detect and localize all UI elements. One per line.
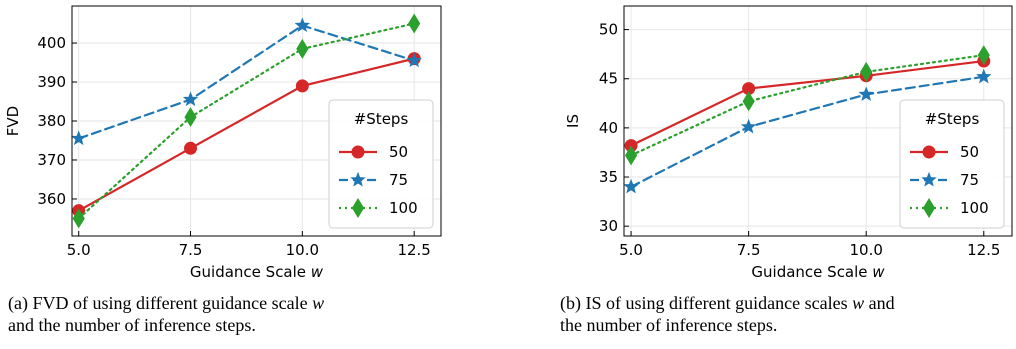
series-line-50 bbox=[629, 59, 985, 147]
caption-a-text: FVD of using different guidance scale bbox=[32, 293, 308, 313]
caption-a: (a) FVD of using different guidance scal… bbox=[8, 292, 324, 336]
series-100 bbox=[72, 13, 421, 229]
x-axis-label: Guidance Scale w bbox=[190, 263, 324, 281]
point-75-1 bbox=[740, 118, 757, 134]
point-75-3 bbox=[976, 68, 992, 84]
x-tick-label-3: 12.5 bbox=[397, 241, 430, 259]
x-tick-label-3: 12.5 bbox=[967, 241, 1000, 259]
legend: #Steps 50 75 100 bbox=[899, 99, 1005, 229]
point-100-2 bbox=[296, 38, 309, 59]
legend-label-100: 100 bbox=[960, 199, 989, 217]
plot-frame bbox=[71, 5, 442, 237]
series-75 bbox=[623, 68, 992, 194]
x-tick-label-0: 5.0 bbox=[67, 241, 91, 259]
point-50-2 bbox=[295, 79, 309, 93]
legend-marker-75 bbox=[921, 171, 937, 187]
legend-marker-50 bbox=[922, 145, 936, 159]
y-tick-label-0: 360 bbox=[37, 190, 66, 208]
series-75 bbox=[70, 17, 422, 146]
y-tick-label-2: 40 bbox=[599, 119, 618, 137]
legend-label-75: 75 bbox=[389, 171, 408, 189]
point-100-3 bbox=[977, 45, 990, 66]
point-100-1 bbox=[742, 91, 755, 112]
point-75-3 bbox=[406, 52, 422, 68]
caption-a-var: w bbox=[312, 293, 325, 313]
y-tick-label-4: 400 bbox=[37, 34, 66, 52]
point-75-2 bbox=[858, 86, 874, 102]
point-75-0 bbox=[623, 178, 639, 194]
y-axis-label: FVD bbox=[4, 106, 22, 136]
caption-b-tail: and bbox=[868, 293, 895, 313]
x-tick-label-2: 10.0 bbox=[286, 241, 319, 259]
series-100 bbox=[624, 45, 990, 166]
point-100-3 bbox=[408, 13, 421, 34]
x-tick-label-1: 7.5 bbox=[179, 241, 203, 259]
legend-title: #Steps bbox=[354, 110, 409, 128]
chart-fvd: 360 370 380 390 400 5.0 7.5 10.0 12.5 Guidance Sc… bbox=[4, 5, 442, 281]
legend-marker-50 bbox=[351, 145, 365, 159]
y-tick-label-4: 50 bbox=[599, 21, 618, 39]
caption-b-text: IS of using different guidance scales bbox=[585, 293, 848, 313]
legend-title: #Steps bbox=[925, 110, 980, 128]
chart-is: 30 35 40 45 50 5.0 7.5 10.0 12.5 Guidance Scale w… bbox=[564, 5, 1013, 281]
y-tick-label-3: 45 bbox=[599, 70, 618, 88]
caption-b-line2: the number of inference steps. bbox=[560, 315, 778, 335]
series-line-75 bbox=[77, 24, 416, 140]
legend-marker-75 bbox=[350, 171, 366, 187]
point-100-0 bbox=[624, 145, 638, 166]
x-tick-label-2: 10.0 bbox=[850, 241, 883, 259]
series-line-75 bbox=[629, 75, 985, 188]
legend-box bbox=[328, 99, 434, 229]
caption-b-label: (b) bbox=[560, 293, 581, 313]
legend: #Steps 50 75 100 bbox=[328, 99, 434, 229]
caption-a-line2: and the number of inference steps. bbox=[8, 315, 256, 335]
y-tick-label-1: 35 bbox=[599, 168, 618, 186]
legend-marker-100 bbox=[351, 198, 365, 218]
caption-b: (b) IS of using different guidance scale… bbox=[560, 292, 895, 336]
caption-a-label: (a) bbox=[8, 293, 28, 313]
legend-label-50: 50 bbox=[389, 143, 408, 161]
x-tick-label-0: 5.0 bbox=[619, 241, 643, 259]
point-100-0 bbox=[72, 208, 85, 229]
series-line-100 bbox=[77, 22, 416, 220]
point-100-1 bbox=[184, 107, 197, 128]
x-tick-label-1: 7.5 bbox=[737, 241, 761, 259]
y-axis-label: IS bbox=[564, 114, 582, 128]
figure: 360 370 380 390 400 5.0 7.5 10.0 12.5 Guidance Sc… bbox=[4, 5, 1013, 281]
point-75-2 bbox=[294, 17, 311, 33]
point-75-1 bbox=[182, 91, 199, 107]
legend-label-50: 50 bbox=[960, 143, 979, 161]
y-tick-label-1: 370 bbox=[37, 151, 66, 169]
y-tick-label-3: 390 bbox=[37, 73, 66, 91]
series-line-50 bbox=[77, 57, 416, 212]
legend-label-100: 100 bbox=[389, 199, 418, 217]
legend-box bbox=[899, 99, 1005, 229]
y-tick-label-2: 380 bbox=[37, 112, 66, 130]
caption-b-var: w bbox=[852, 293, 865, 313]
y-tick-label-0: 30 bbox=[599, 217, 618, 235]
legend-label-75: 75 bbox=[960, 171, 979, 189]
plot-frame bbox=[623, 5, 1013, 237]
point-50-1 bbox=[184, 141, 198, 155]
point-100-2 bbox=[860, 61, 873, 82]
point-75-0 bbox=[70, 130, 87, 146]
legend-marker-100 bbox=[922, 198, 936, 218]
x-axis-label: Guidance Scale w bbox=[751, 263, 885, 281]
